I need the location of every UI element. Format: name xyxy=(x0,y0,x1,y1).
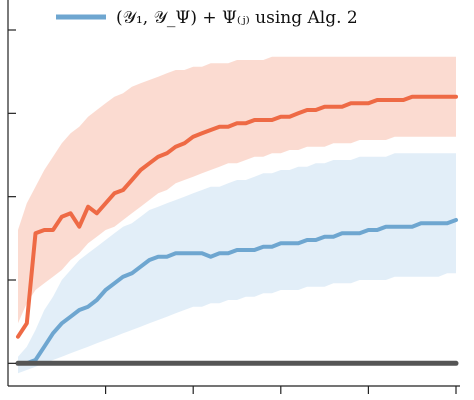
series-1-band xyxy=(18,153,456,374)
legend: (𝒴₁, 𝒴_Ψ) + Ψ₍ⱼ₎ using Alg. 2 xyxy=(56,8,358,28)
series-1-line xyxy=(16,218,458,366)
axes xyxy=(7,0,460,387)
series-lines xyxy=(15,94,459,366)
axis-ticks xyxy=(8,29,457,394)
series-0-line xyxy=(16,94,458,339)
confidence-bands xyxy=(18,56,456,374)
legend-label: (𝒴₁, 𝒴_Ψ) + Ψ₍ⱼ₎ using Alg. 2 xyxy=(116,8,358,28)
series-0-band xyxy=(18,56,456,324)
